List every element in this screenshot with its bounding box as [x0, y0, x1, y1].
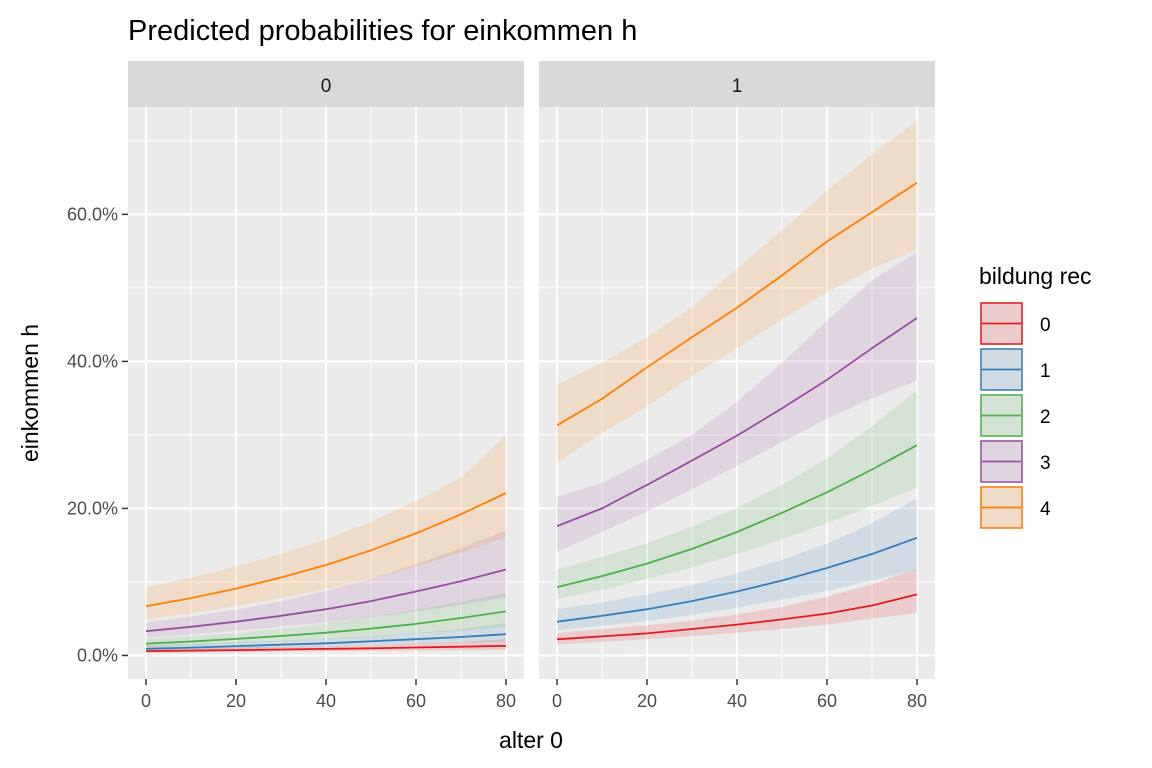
- legend-label-1: 1: [1040, 361, 1051, 382]
- ci-ribbon-series-0: [557, 568, 917, 645]
- legend-title: bildung rec: [979, 263, 1092, 289]
- x-tick-label: 80: [496, 691, 516, 711]
- ci-ribbon-series-4: [557, 121, 917, 463]
- facet-strip-label-0: 0: [321, 76, 332, 97]
- facet-strip-1: [539, 61, 935, 107]
- legend-label-0: 0: [1040, 315, 1051, 336]
- line-series-4: [145, 492, 507, 608]
- ci-ribbon-series-1: [557, 498, 917, 631]
- y-tick-label: 40.0%: [67, 351, 118, 371]
- facet-panel-0: 0: [128, 61, 524, 679]
- x-tick-label: 0: [141, 691, 151, 711]
- y-tick-label: 0.0%: [77, 645, 118, 665]
- line-series-2: [556, 444, 918, 588]
- legend: bildung rec 0 1 2 3 4: [979, 263, 1092, 529]
- x-tick-label: 0: [552, 691, 562, 711]
- x-tick-label: 40: [316, 691, 336, 711]
- x-axis-title: alter 0: [499, 727, 563, 753]
- y-tick-label: 60.0%: [67, 204, 118, 224]
- ci-ribbon-series-2: [557, 390, 917, 599]
- legend-label-2: 2: [1040, 407, 1051, 428]
- facet-strip-label-1: 1: [732, 76, 743, 97]
- line-series-1: [556, 536, 918, 623]
- legend-label-3: 3: [1040, 453, 1051, 474]
- line-series-2: [145, 610, 507, 645]
- ci-ribbon-series-1: [146, 623, 506, 652]
- chart-title: Predicted probabilities for einkommen h: [128, 15, 637, 47]
- line-series-0: [556, 593, 918, 641]
- facet-panel-1: 1: [539, 61, 935, 679]
- ci-ribbon-series-3: [557, 251, 917, 552]
- line-series-3: [145, 568, 507, 633]
- ci-ribbon-series-2: [146, 593, 506, 648]
- x-tick-label: 40: [727, 691, 747, 711]
- x-tick-label: 60: [817, 691, 837, 711]
- y-tick-label: 20.0%: [67, 498, 118, 518]
- line-series-4: [556, 181, 918, 427]
- facet-strip-0: [128, 61, 524, 107]
- line-series-0: [145, 645, 507, 652]
- ci-ribbon-series-3: [146, 530, 506, 638]
- y-axis: 0.0% 20.0% 40.0% 60.0%: [67, 204, 128, 665]
- x-axis-panel-0: 0 20 40 60 80: [141, 679, 516, 711]
- x-tick-label: 20: [226, 691, 246, 711]
- ci-ribbon-series-4: [146, 435, 506, 620]
- line-series-3: [556, 317, 918, 527]
- x-tick-label: 80: [907, 691, 927, 711]
- legend-label-4: 4: [1040, 499, 1051, 520]
- x-tick-label: 20: [637, 691, 657, 711]
- x-tick-label: 60: [406, 691, 426, 711]
- line-series-1: [145, 633, 507, 650]
- x-axis-panel-1: 0 20 40 60 80: [552, 679, 927, 711]
- y-axis-title: einkommen h: [17, 324, 43, 462]
